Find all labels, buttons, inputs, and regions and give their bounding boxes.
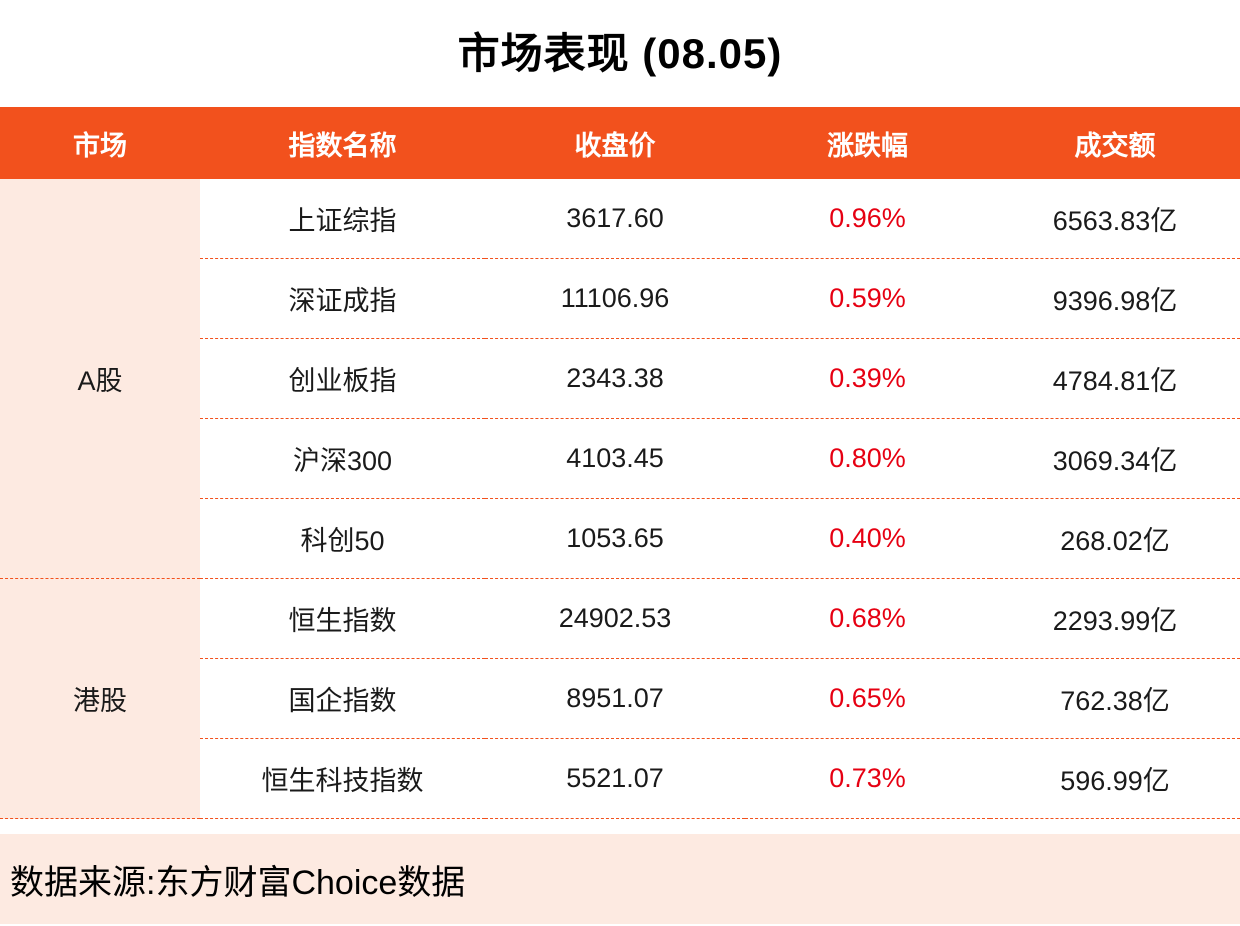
change-pct: 0.68% bbox=[745, 578, 990, 659]
change-pct: 0.39% bbox=[745, 338, 990, 419]
table-row: 科创50 1053.65 0.40% 268.02亿 bbox=[0, 498, 1240, 579]
close-price: 8951.07 bbox=[485, 658, 745, 739]
index-name: 国企指数 bbox=[200, 658, 485, 739]
table-row: 国企指数 8951.07 0.65% 762.38亿 bbox=[0, 658, 1240, 739]
turnover: 9396.98亿 bbox=[990, 258, 1240, 339]
change-pct: 0.73% bbox=[745, 738, 990, 819]
table-row: 恒生科技指数 5521.07 0.73% 596.99亿 bbox=[0, 738, 1240, 819]
header-change: 涨跌幅 bbox=[745, 107, 990, 179]
turnover: 596.99亿 bbox=[990, 738, 1240, 819]
turnover: 4784.81亿 bbox=[990, 338, 1240, 419]
market-table: 市场 指数名称 收盘价 涨跌幅 成交额 A股 上证综指 3617.60 0.96… bbox=[0, 107, 1240, 819]
close-price: 11106.96 bbox=[485, 258, 745, 339]
market-group-label-hk: 港股 bbox=[0, 578, 200, 819]
change-pct: 0.96% bbox=[745, 179, 990, 259]
table-row: 港股 恒生指数 24902.53 0.68% 2293.99亿 bbox=[0, 578, 1240, 819]
index-name: 创业板指 bbox=[200, 338, 485, 419]
table-header-row: 市场 指数名称 收盘价 涨跌幅 成交额 bbox=[0, 107, 1240, 179]
index-name: 沪深300 bbox=[200, 418, 485, 499]
index-name: 恒生指数 bbox=[200, 578, 485, 659]
change-pct: 0.80% bbox=[745, 418, 990, 499]
close-price: 4103.45 bbox=[485, 418, 745, 499]
table-row: 创业板指 2343.38 0.39% 4784.81亿 bbox=[0, 338, 1240, 419]
turnover: 3069.34亿 bbox=[990, 418, 1240, 499]
header-market: 市场 bbox=[0, 107, 200, 179]
index-name: 科创50 bbox=[200, 498, 485, 579]
table-row: A股 上证综指 3617.60 0.96% 6563.83亿 bbox=[0, 179, 1240, 579]
table-row: 深证成指 11106.96 0.59% 9396.98亿 bbox=[0, 258, 1240, 339]
turnover: 6563.83亿 bbox=[990, 179, 1240, 259]
close-price: 1053.65 bbox=[485, 498, 745, 579]
index-name: 上证综指 bbox=[200, 179, 485, 259]
change-pct: 0.40% bbox=[745, 498, 990, 579]
close-price: 5521.07 bbox=[485, 738, 745, 819]
page-title: 市场表现 (08.05) bbox=[457, 30, 783, 77]
index-name: 深证成指 bbox=[200, 258, 485, 339]
change-pct: 0.65% bbox=[745, 658, 990, 739]
header-turnover: 成交额 bbox=[990, 107, 1240, 179]
turnover: 2293.99亿 bbox=[990, 578, 1240, 659]
market-group-label-a: A股 bbox=[0, 179, 200, 579]
data-source-bar: 数据来源:东方财富Choice数据 bbox=[0, 834, 1240, 924]
table-row: 沪深300 4103.45 0.80% 3069.34亿 bbox=[0, 418, 1240, 499]
turnover: 268.02亿 bbox=[990, 498, 1240, 579]
index-name: 恒生科技指数 bbox=[200, 738, 485, 819]
change-pct: 0.59% bbox=[745, 258, 990, 339]
data-source-text: 数据来源:东方财富Choice数据 bbox=[10, 863, 466, 902]
close-price: 24902.53 bbox=[485, 578, 745, 659]
turnover: 762.38亿 bbox=[990, 658, 1240, 739]
close-price: 3617.60 bbox=[485, 179, 745, 259]
header-name: 指数名称 bbox=[200, 107, 485, 179]
close-price: 2343.38 bbox=[485, 338, 745, 419]
header-close: 收盘价 bbox=[485, 107, 745, 179]
